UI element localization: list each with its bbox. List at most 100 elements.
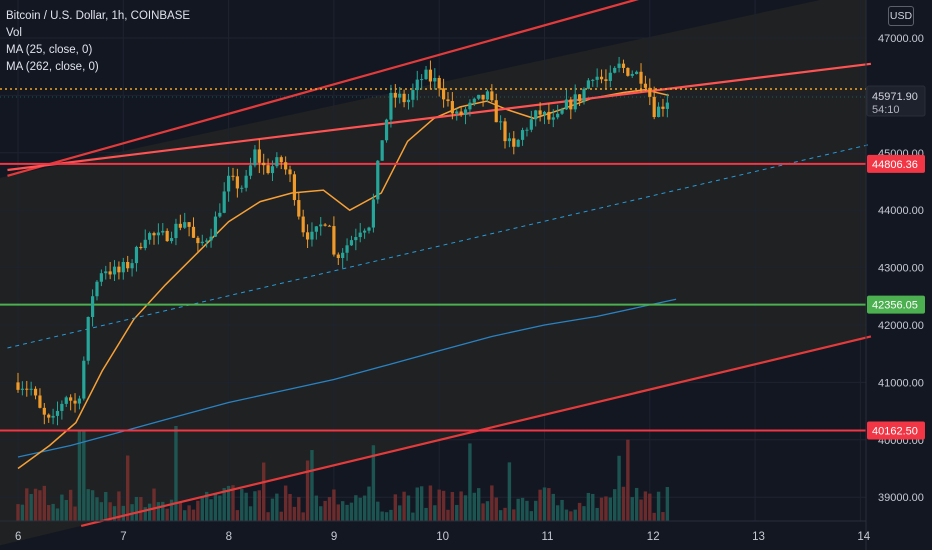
candle-body	[55, 410, 60, 416]
candle-body	[284, 162, 288, 170]
volume-bar	[156, 502, 161, 521]
volume-bar	[191, 509, 196, 521]
volume-bar	[643, 491, 648, 521]
candle-body	[196, 237, 200, 244]
volume-bar	[16, 504, 20, 521]
candle-body	[112, 266, 117, 275]
candle-body	[161, 230, 165, 233]
candle-body	[639, 71, 643, 84]
candle-body	[240, 187, 244, 189]
volume-bar	[86, 489, 90, 521]
volume-bar	[358, 497, 362, 521]
candle-body	[86, 316, 90, 361]
volume-bar	[279, 511, 283, 521]
volume-bar	[240, 489, 244, 521]
candle-body	[604, 79, 608, 81]
volume-bar	[415, 487, 419, 521]
volume-bar	[204, 491, 209, 521]
volume-bar	[463, 495, 468, 521]
symbol-title[interactable]: Bitcoin / U.S. Dollar, 1h, COINBASE	[6, 10, 191, 22]
price-tick-label: 39000.00	[878, 492, 924, 504]
volume-bar	[226, 485, 231, 521]
volume-bar	[376, 501, 380, 521]
time-axis[interactable]: 6 7 8 9 10 11 12 13 14	[15, 531, 871, 543]
volume-bar	[60, 494, 64, 521]
volume-bar	[582, 506, 586, 521]
volume-bar	[656, 491, 661, 521]
candle-body	[42, 407, 46, 415]
level-price-label-bg	[867, 421, 925, 440]
candle-body	[187, 222, 191, 227]
volume-bar	[152, 488, 156, 521]
candle-body	[156, 232, 160, 236]
trend-line-dashed-channel	[7, 143, 872, 349]
volume-bar	[595, 507, 599, 521]
candle-body	[47, 414, 51, 418]
candle-body	[415, 79, 419, 91]
volume-indicator-label[interactable]: Vol	[6, 27, 22, 39]
volume-bar	[384, 512, 389, 521]
time-tick-label: 11	[542, 531, 554, 543]
level-price-label: 42356.05	[872, 300, 918, 312]
candle-body	[178, 223, 182, 228]
volume-bar	[323, 500, 327, 521]
candle-body	[494, 100, 498, 123]
candle-body	[617, 63, 621, 68]
last-price-label-bg	[866, 85, 926, 117]
candle-body	[297, 200, 301, 217]
candle-body	[213, 216, 218, 237]
volume-bar	[367, 486, 371, 521]
candle-body	[441, 88, 446, 100]
ma-fast-label[interactable]: MA (25, close, 0)	[6, 44, 93, 56]
drawn-lines	[0, 0, 872, 527]
candle-body	[200, 241, 204, 244]
candle-body	[485, 91, 490, 100]
volume-bar	[95, 497, 99, 521]
candle-body	[29, 388, 33, 390]
volume-bar	[406, 495, 411, 521]
volume-bar	[459, 491, 463, 521]
volume-bar	[599, 497, 604, 521]
volume-bar	[626, 439, 630, 521]
volume-bar	[253, 491, 257, 521]
candle-body	[301, 216, 305, 233]
volume-bar	[297, 497, 301, 521]
candle-body	[257, 149, 261, 163]
candle-body	[38, 395, 42, 408]
candle-body	[591, 79, 595, 81]
price-tick-label: 42000.00	[878, 320, 924, 332]
volume-bar	[108, 502, 112, 521]
currency-button[interactable]: USD	[888, 6, 914, 26]
candle-body	[169, 238, 174, 242]
ma-slow-label[interactable]: MA (262, close, 0)	[6, 61, 99, 73]
volume-bar	[51, 503, 55, 521]
volume-bar	[485, 501, 490, 521]
candle-body	[292, 174, 297, 201]
volume-bar	[476, 488, 481, 521]
candle-body	[310, 231, 314, 240]
volume-bar	[573, 509, 577, 521]
candle-body	[525, 129, 529, 131]
candle-body	[661, 106, 665, 109]
volume-bar	[33, 488, 38, 521]
candle-body	[560, 109, 564, 114]
volume-bar	[112, 506, 117, 521]
time-tick-label: 9	[331, 531, 337, 543]
time-tick-label: 7	[120, 531, 126, 543]
candle-body	[569, 99, 573, 110]
candle-body	[323, 224, 327, 226]
candle-body	[205, 240, 209, 242]
candle-body	[262, 162, 266, 166]
volume-bar	[402, 491, 406, 521]
candle-body	[148, 233, 152, 240]
candle-body	[621, 63, 626, 68]
volume-bar	[174, 426, 178, 521]
volume-bar	[121, 505, 125, 521]
candle-body	[402, 93, 406, 103]
candle-body	[341, 252, 345, 258]
ma-slow-line	[17, 298, 677, 458]
candle-body	[349, 240, 354, 246]
volume-bar	[134, 496, 139, 521]
